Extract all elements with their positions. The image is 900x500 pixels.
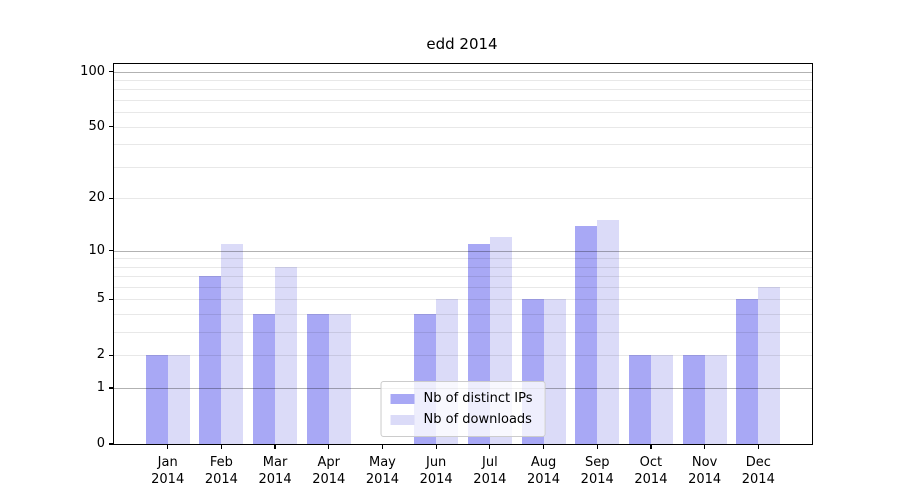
y-tick-label: 0 — [96, 436, 105, 451]
bar-nb-of-distinct-ips — [628, 355, 651, 444]
x-tick-label: Mar 2014 — [235, 454, 315, 488]
x-tick-label: Apr 2014 — [289, 454, 369, 488]
x-tick-label-year: 2014 — [258, 472, 292, 487]
bar-nb-of-distinct-ips — [736, 299, 759, 444]
x-tick-label-year: 2014 — [151, 472, 185, 487]
x-tick-label: Jan 2014 — [128, 454, 208, 488]
bar-nb-of-distinct-ips — [682, 355, 705, 444]
x-tick — [596, 444, 598, 449]
bar-nb-of-downloads — [543, 299, 566, 444]
x-tick — [274, 444, 276, 449]
x-tick — [757, 444, 759, 449]
y-tick-label: 2 — [96, 347, 105, 363]
x-tick-label-year: 2014 — [580, 472, 614, 487]
bar-nb-of-distinct-ips — [145, 355, 168, 444]
bar-nb-of-downloads — [597, 220, 620, 444]
x-tick-label-year: 2014 — [419, 472, 453, 487]
ticks-layer: 0 1 2 5 10 20 50 100 Jan 2014 Feb 2014 Mar 2014 Apr 201… — [80, 64, 812, 487]
x-tick — [328, 444, 330, 449]
bar-nb-of-distinct-ips — [199, 276, 222, 444]
x-tick — [381, 444, 384, 449]
x-tick — [704, 444, 706, 449]
x-tick-label: Dec 2014 — [718, 454, 798, 488]
bar-nb-of-distinct-ips — [306, 314, 329, 444]
legend-rows: Nb of distinct IPs Nb of downloads — [390, 388, 533, 430]
y-tick-label: 5 — [96, 291, 105, 307]
x-tick-label-month: Aug — [530, 455, 557, 470]
x-tick-label: May 2014 — [342, 454, 422, 488]
y-tick — [109, 298, 113, 300]
x-tick-label: Nov 2014 — [665, 454, 745, 488]
x-tick-label-year: 2014 — [526, 472, 561, 487]
legend-swatch — [390, 393, 415, 404]
x-tick-label: Oct 2014 — [611, 454, 691, 488]
x-tick — [489, 444, 491, 449]
bar-nb-of-downloads — [167, 355, 190, 444]
x-tick — [167, 444, 169, 449]
bar-nb-of-distinct-ips — [253, 314, 276, 444]
y-tick — [109, 354, 113, 356]
x-tick-label-month: Dec — [745, 455, 771, 470]
legend-label: Nb of downloads — [423, 412, 532, 427]
x-tick-label-year: 2014 — [204, 472, 238, 487]
x-tick — [435, 444, 437, 449]
x-tick — [542, 444, 545, 449]
x-tick — [220, 444, 222, 449]
x-tick-label: Jun 2014 — [396, 454, 476, 488]
x-tick-label-month: Jan — [157, 455, 178, 470]
y-tick — [109, 249, 113, 252]
legend-row: Nb of downloads — [390, 409, 533, 430]
chart-title: edd 2014 — [426, 35, 498, 53]
x-tick-label-year: 2014 — [365, 472, 399, 487]
y-tick-label: 20 — [88, 190, 105, 206]
legend-row: Nb of distinct IPs — [390, 388, 533, 409]
y-tick-label: 50 — [88, 118, 105, 134]
bar-nb-of-distinct-ips — [575, 225, 598, 444]
y-tick — [109, 126, 113, 128]
x-tick-label-year: 2014 — [312, 472, 346, 487]
x-tick-label-month: Feb — [209, 455, 233, 470]
bar-nb-of-downloads — [650, 355, 673, 444]
legend: Nb of distinct IPs Nb of downloads — [380, 381, 546, 437]
x-tick-label-year: 2014 — [634, 472, 668, 487]
y-tick-label: 1 — [96, 380, 105, 396]
x-tick-label-month: May — [369, 455, 396, 470]
legend-label: Nb of distinct IPs — [423, 391, 533, 406]
x-tick-label-month: Oct — [639, 455, 663, 470]
x-tick-label: Feb 2014 — [181, 454, 261, 488]
x-tick-label-year: 2014 — [741, 472, 775, 487]
x-tick-label-month: Apr — [317, 455, 341, 470]
x-tick-label-year: 2014 — [473, 472, 507, 487]
x-tick-label: Jul 2014 — [450, 454, 530, 488]
x-tick — [650, 444, 652, 449]
y-tick — [109, 387, 113, 389]
x-tick-label-month: Jun — [425, 455, 447, 470]
bar-nb-of-downloads — [275, 266, 298, 444]
x-tick-label: Sep 2014 — [557, 454, 637, 488]
y-tick-label: 100 — [80, 63, 105, 79]
x-tick-label-month: Mar — [262, 455, 288, 470]
y-tick-label: 10 — [88, 242, 105, 258]
plot-area: 0 1 2 5 10 20 50 100 Jan 2014 Feb 2014 Mar 2014 Apr 201… — [80, 63, 813, 487]
x-tick-label: Aug 2014 — [504, 454, 584, 488]
bar-nb-of-downloads — [758, 287, 781, 444]
y-tick — [109, 197, 113, 199]
bar-nb-of-downloads — [328, 314, 351, 444]
y-tick — [109, 443, 113, 445]
bar-nb-of-downloads — [704, 355, 727, 444]
bar-nb-of-downloads — [221, 243, 244, 444]
legend-swatch — [390, 414, 415, 425]
x-tick-label-month: Sep — [584, 455, 610, 470]
x-tick-label-month: Jul — [482, 455, 498, 470]
x-tick-label-year: 2014 — [688, 472, 722, 487]
y-tick — [109, 71, 113, 73]
x-tick-label-month: Nov — [691, 455, 718, 470]
